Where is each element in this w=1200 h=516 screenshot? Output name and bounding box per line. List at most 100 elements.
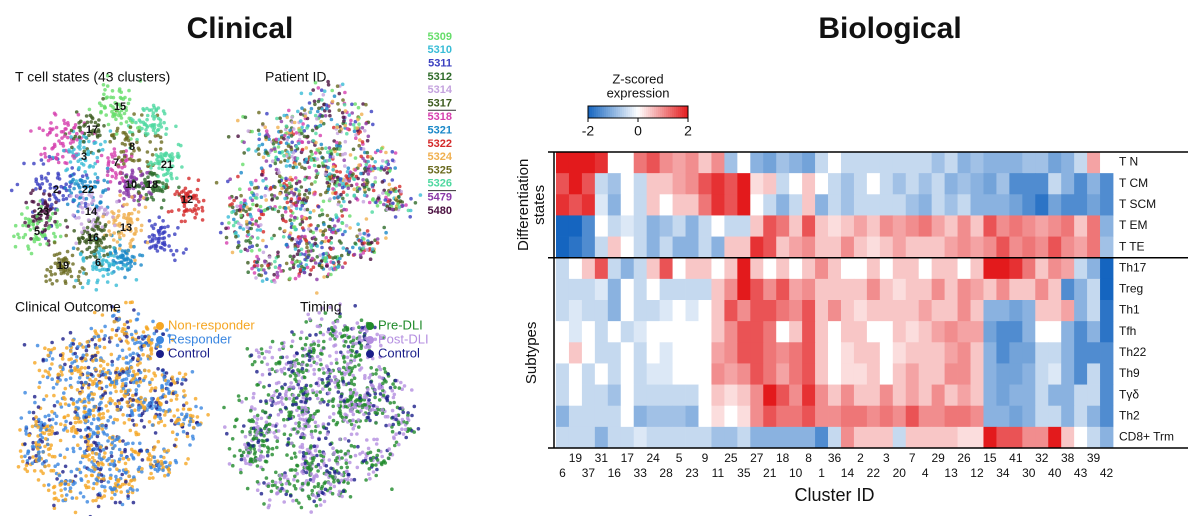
tsne-point: [300, 488, 305, 492]
tsne-point: [167, 347, 171, 352]
tsne-point: [327, 224, 331, 229]
tsne-point: [285, 489, 289, 494]
tsne-point: [132, 148, 136, 153]
tsne-point: [288, 218, 293, 222]
tsne-point: [309, 149, 313, 154]
tsne-point: [390, 158, 395, 162]
tsne-point: [31, 455, 35, 459]
tsne-point: [81, 495, 86, 499]
tsne-point: [113, 223, 117, 228]
tsne-point: [355, 182, 359, 187]
tsne-point: [326, 83, 331, 87]
tsne-point: [129, 229, 133, 233]
tsne-point: [171, 252, 176, 257]
tsne-point: [319, 88, 324, 92]
tsne-point: [307, 187, 312, 192]
tsne-point: [69, 469, 74, 474]
tsne-point: [316, 224, 320, 228]
tsne-point: [287, 367, 291, 372]
tsne-point: [318, 351, 323, 356]
tsne-point: [62, 269, 66, 274]
tsne-point: [370, 198, 375, 202]
tsne-point: [133, 329, 138, 334]
tsne-point: [284, 474, 288, 478]
tsne-point: [264, 423, 269, 428]
tsne-point: [276, 395, 280, 400]
tsne-point: [291, 151, 296, 155]
tsne-point: [71, 262, 75, 266]
tsne-point: [129, 175, 133, 180]
tsne-point: [138, 370, 143, 375]
tsne-point: [73, 351, 77, 356]
tsne-point: [129, 365, 134, 370]
tsne-point: [187, 176, 191, 181]
tsne-point: [255, 236, 260, 240]
tsne-point: [109, 454, 114, 459]
tsne-point: [329, 466, 333, 471]
tsne-point: [94, 447, 99, 451]
tsne-point: [325, 432, 330, 436]
tsne-point: [58, 438, 63, 443]
tsne-point: [43, 464, 47, 469]
tsne-point: [90, 227, 94, 232]
tsne-point: [76, 274, 81, 279]
tsne-point: [139, 223, 144, 228]
tsne-point: [130, 254, 135, 259]
tsne-point: [348, 226, 352, 230]
tsne-point: [119, 121, 123, 126]
tsne-point: [39, 152, 43, 157]
tsne-point: [245, 347, 250, 351]
tsne-point: [184, 401, 189, 405]
tsne-point: [101, 462, 105, 467]
tsne-point: [119, 405, 124, 410]
tsne-point: [90, 337, 94, 342]
tsne-point: [120, 165, 124, 170]
tsne-point: [302, 108, 307, 112]
tsne-point: [23, 390, 27, 395]
tsne-point: [297, 413, 301, 418]
tsne-point: [132, 207, 137, 212]
tsne-point: [254, 219, 259, 223]
tsne-point: [297, 249, 301, 253]
tsne-point: [321, 93, 326, 97]
tsne-point: [168, 166, 173, 170]
tsne-plot: [222, 302, 421, 514]
tsne-point: [68, 364, 73, 369]
tsne-point: [53, 261, 58, 266]
tsne-point: [239, 170, 243, 175]
tsne-point: [360, 450, 365, 455]
tsne-point: [235, 417, 239, 422]
tsne-point: [361, 246, 365, 251]
tsne-point: [42, 483, 46, 488]
tsne-point: [293, 260, 298, 264]
tsne-point: [83, 357, 88, 361]
tsne-point: [163, 230, 167, 234]
tsne-point: [177, 371, 182, 376]
tsne-point: [31, 440, 35, 445]
tsne-point: [54, 421, 58, 426]
tsne-point: [251, 395, 256, 400]
tsne-point: [23, 216, 28, 221]
tsne-point: [358, 232, 362, 236]
tsne-point: [93, 377, 98, 382]
tsne-point: [128, 142, 132, 146]
tsne-point: [392, 187, 396, 192]
tsne-point: [71, 338, 75, 343]
tsne-point: [363, 393, 367, 397]
tsne-point: [176, 226, 180, 230]
tsne-point: [320, 265, 324, 270]
tsne-point: [317, 324, 322, 329]
tsne-point: [320, 306, 324, 311]
tsne-point: [148, 453, 152, 458]
tsne-point: [366, 159, 371, 164]
tsne-point: [320, 107, 325, 111]
tsne-point: [300, 462, 305, 467]
tsne-point: [114, 132, 119, 136]
tsne-point: [387, 447, 392, 451]
tsne-point: [358, 138, 362, 142]
tsne-point: [259, 491, 264, 496]
tsne-point: [309, 429, 314, 434]
tsne-point: [196, 206, 201, 211]
tsne-point: [74, 179, 79, 183]
tsne-point: [159, 454, 163, 459]
